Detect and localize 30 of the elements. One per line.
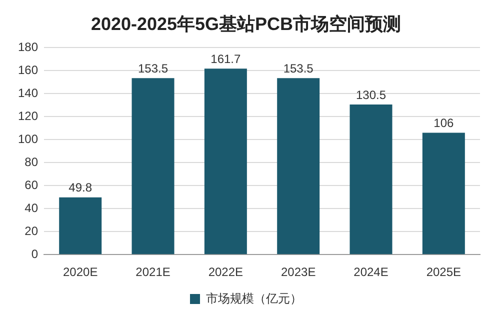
y-tick-label: 80 (24, 154, 38, 169)
data-label: 49.8 (68, 180, 92, 195)
y-tick-label: 60 (24, 178, 38, 192)
y-tick-label: 180 (18, 40, 38, 54)
y-tick-label: 140 (18, 86, 38, 100)
bar (350, 104, 392, 254)
legend-label: 市场规模（亿元） (206, 291, 302, 306)
y-tick-label: 20 (24, 224, 38, 238)
x-tick-label: 2023E (280, 265, 316, 280)
chart-title: 2020-2025年5G基站PCB市场空间预测 (90, 14, 402, 34)
bar (422, 132, 465, 254)
bar (132, 78, 174, 254)
data-label: 130.5 (356, 88, 386, 102)
x-tick-label: 2022E (208, 265, 244, 280)
x-tick-label: 2020E (63, 265, 98, 280)
data-label: 106 (434, 116, 454, 130)
data-label: 161.7 (210, 52, 242, 66)
x-tick-label: 2025E (426, 265, 462, 280)
x-tick-label: 2021E (136, 265, 170, 280)
y-tick-label: 40 (24, 200, 38, 215)
x-tick-label: 2024E (354, 265, 388, 280)
data-label: 153.5 (283, 61, 314, 76)
y-tick-label: 0 (31, 246, 38, 261)
y-tick-label: 120 (18, 108, 38, 123)
bar (204, 68, 247, 254)
bar (277, 78, 320, 254)
bar (59, 197, 102, 254)
y-tick-label: 160 (18, 62, 38, 77)
data-label: 153.5 (138, 61, 168, 76)
y-tick-label: 100 (18, 132, 38, 146)
